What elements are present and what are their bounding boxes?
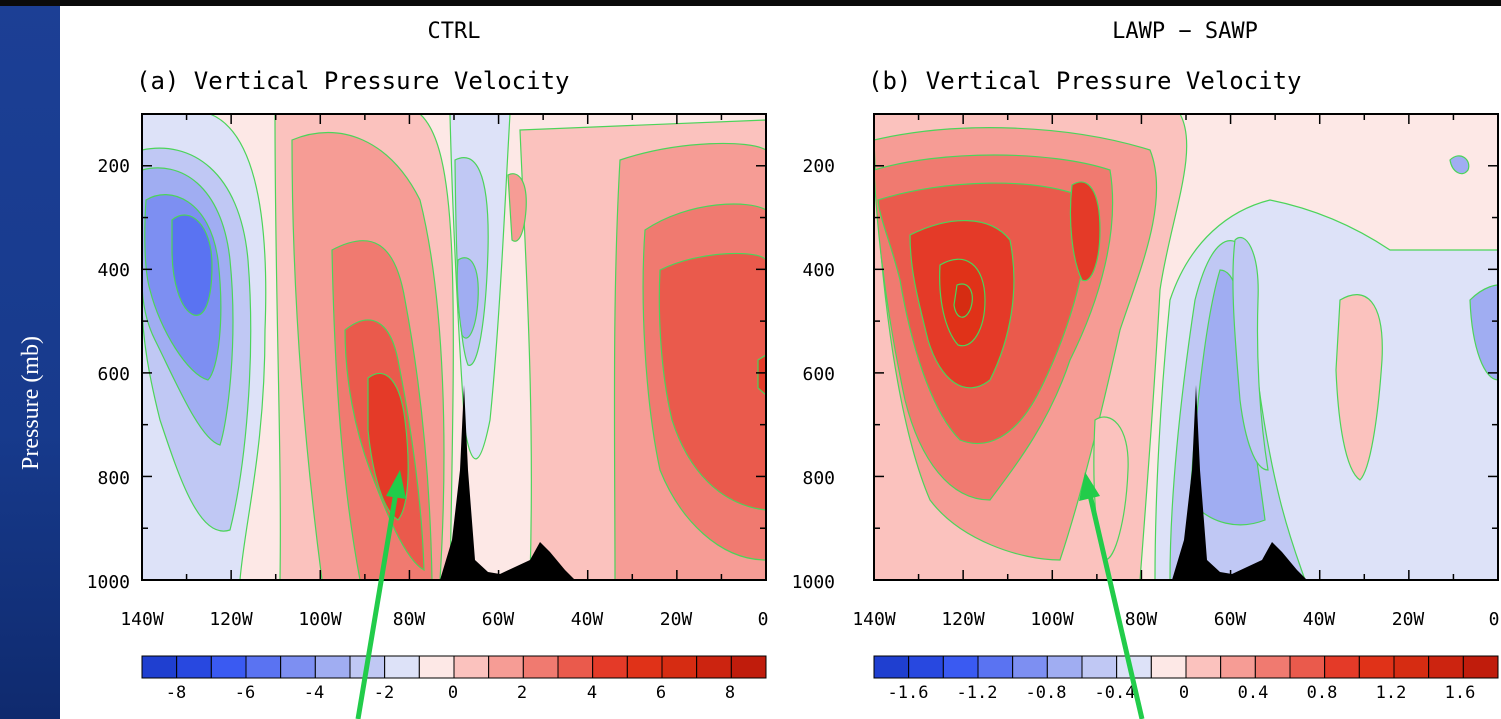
panel-a-cbar-label-n4: -4 [304, 683, 324, 703]
colorbar-swatch [1289, 655, 1326, 679]
panel-a-xtick-20w: 20W [660, 609, 693, 630]
panel-a-ytick-600: 600 [97, 364, 130, 385]
colorbar-swatch [592, 655, 628, 679]
panel-b-xtick-140w: 140W [852, 609, 896, 630]
colorbar-swatch [453, 655, 490, 679]
colorbar-swatch [418, 655, 455, 679]
panel-b-cbar-label-0: 0 [1179, 683, 1189, 703]
panel-b-title: LAWP − SAWP [1112, 19, 1258, 44]
panel-a-cbar-label-n6: -6 [235, 683, 255, 703]
figure-canvas: CTRL (a) Vertical Pressure Velocity [87, 19, 1500, 719]
panel-b-xtick-100w: 100W [1030, 609, 1074, 630]
panel-a-ticks [141, 113, 767, 581]
colorbar-swatch [1046, 655, 1083, 679]
panel-b-cbar-label-n0.8: -0.8 [1026, 683, 1067, 703]
panel-b-terrain [1172, 385, 1307, 580]
colorbar-swatch [384, 655, 420, 679]
y-axis-label: Pressure (mb) [18, 336, 44, 470]
colorbar-swatch [942, 655, 979, 679]
panel-a-title: CTRL [428, 19, 481, 44]
panel-b-colorbar [873, 655, 1499, 679]
panel-b-ticks [873, 113, 1499, 581]
colorbar-swatch [873, 655, 910, 679]
panel-a-ytick-200: 200 [97, 156, 130, 177]
colorbar-swatch [1185, 655, 1222, 679]
colorbar-swatch [1150, 655, 1187, 679]
panel-a-cbar-label-4: 4 [587, 683, 597, 703]
panel-a-xtick-100w: 100W [298, 609, 342, 630]
panel-b-xtick-40w: 40W [1303, 609, 1336, 630]
panel-a-contour-field [142, 114, 766, 580]
panel-b-ytick-800: 800 [802, 468, 835, 489]
panel-a-terrain [440, 385, 575, 580]
panel-a-cbar-label-n2: -2 [374, 683, 394, 703]
colorbar-swatch [908, 655, 944, 679]
panel-b-cbar-label-0.8: 0.8 [1307, 683, 1338, 703]
panel-a-cbar-label-0: 0 [448, 683, 458, 703]
colorbar-swatch [1012, 655, 1048, 679]
colorbar-swatch [1358, 655, 1395, 679]
panel-b: LAWP − SAWP (b) Vertical Pressure Veloci… [792, 19, 1500, 703]
panel-b-cbar-label-1.6: 1.6 [1445, 683, 1476, 703]
panel-a-cbar-label-n8: -8 [166, 683, 186, 703]
colorbar-swatch [1393, 655, 1430, 679]
colorbar-swatch [245, 655, 282, 679]
slide-top-bar [0, 0, 1501, 6]
panel-b-ytick-400: 400 [802, 260, 835, 281]
panel-b-xtick-120w: 120W [941, 609, 985, 630]
panel-a-xtick-140w: 140W [120, 609, 164, 630]
panel-a-colorbar [141, 655, 767, 679]
panel-b-cbar-label-n1.6: -1.6 [888, 683, 929, 703]
panel-a-ytick-1000: 1000 [87, 572, 130, 593]
colorbar-swatch [626, 655, 663, 679]
colorbar-swatch [280, 655, 316, 679]
colorbar-swatch [176, 655, 212, 679]
panel-a-xtick-0: 0 [758, 609, 769, 630]
panel-b-cbar-label-1.2: 1.2 [1376, 683, 1407, 703]
colorbar-swatch [696, 655, 732, 679]
panel-a-xtick-120w: 120W [209, 609, 253, 630]
panel-b-cbar-label-n0.4: -0.4 [1095, 683, 1136, 703]
colorbar-swatch [661, 655, 698, 679]
panel-b-cbar-label-0.4: 0.4 [1238, 683, 1269, 703]
colorbar-swatch [1220, 655, 1256, 679]
slide-side-strip [0, 0, 60, 719]
annotation-arrow-a [355, 470, 406, 719]
panel-b-ytick-600: 600 [802, 364, 835, 385]
colorbar-swatch [141, 655, 178, 679]
panel-a-cbar-label-8: 8 [725, 683, 735, 703]
panel-b-xtick-20w: 20W [1392, 609, 1425, 630]
colorbar-swatch [488, 655, 524, 679]
colorbar-swatch [1462, 655, 1499, 679]
panel-a-ytick-400: 400 [97, 260, 130, 281]
panel-b-cbar-label-n1.2: -1.2 [957, 683, 998, 703]
panel-b-xtick-0: 0 [1489, 609, 1500, 630]
panel-a-cbar-label-6: 6 [656, 683, 666, 703]
panel-a-subtitle: (a) Vertical Pressure Velocity [136, 67, 569, 95]
colorbar-swatch [1081, 655, 1118, 679]
panel-a-xtick-40w: 40W [571, 609, 604, 630]
annotation-arrow-b [1079, 472, 1145, 719]
colorbar-swatch [730, 655, 767, 679]
colorbar-swatch [1428, 655, 1464, 679]
panel-a-xtick-80w: 80W [393, 609, 426, 630]
panel-b-xtick-60w: 60W [1214, 609, 1247, 630]
colorbar-swatch [314, 655, 351, 679]
panel-a-ytick-800: 800 [97, 468, 130, 489]
panel-a-cbar-label-2: 2 [517, 683, 527, 703]
colorbar-swatch [1254, 655, 1291, 679]
panel-a-xtick-60w: 60W [482, 609, 515, 630]
panel-b-subtitle: (b) Vertical Pressure Velocity [868, 67, 1301, 95]
panel-b-contour-field [874, 114, 1498, 580]
colorbar-swatch [557, 655, 594, 679]
panel-b-xtick-80w: 80W [1125, 609, 1158, 630]
colorbar-swatch [522, 655, 559, 679]
panel-b-ytick-200: 200 [802, 156, 835, 177]
colorbar-swatch [977, 655, 1014, 679]
colorbar-swatch [1324, 655, 1360, 679]
panel-a: CTRL (a) Vertical Pressure Velocity [87, 19, 769, 703]
colorbar-swatch [210, 655, 247, 679]
panel-b-ytick-1000: 1000 [792, 572, 835, 593]
